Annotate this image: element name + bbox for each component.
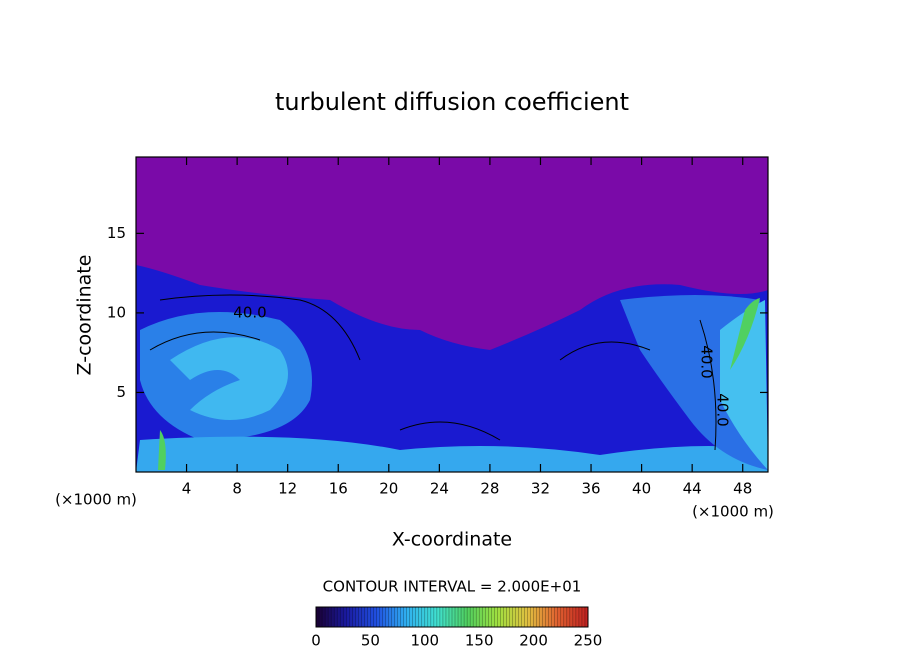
plot-frame: [135, 156, 769, 473]
contour-label: 40.0: [698, 345, 716, 378]
field: [136, 265, 768, 472]
x-tick-label: 4: [182, 480, 192, 498]
x-tick-label: 24: [430, 480, 449, 498]
y-tick-label: 5: [116, 383, 126, 401]
contour-label: 40.0: [714, 393, 732, 426]
y-axis-label: Z-coordinate: [74, 255, 96, 376]
x-tick-label: 40: [632, 480, 651, 498]
x-tick-label: 36: [581, 480, 600, 498]
contour-interval: CONTOUR INTERVAL = 2.000E+01: [323, 578, 582, 596]
colorbar-tick-label: 250: [574, 632, 603, 650]
x-tick-label: 20: [379, 480, 398, 498]
field-region: [170, 337, 288, 420]
contour-label: 40.0: [233, 304, 266, 322]
x-axis-label: X-coordinate: [392, 529, 512, 551]
field-region: [136, 436, 768, 472]
y-tick-label: 10: [107, 303, 126, 321]
x-tick-label: 44: [683, 480, 702, 498]
x-tick-label: 16: [329, 480, 348, 498]
chart-title: turbulent diffusion coefficient: [275, 88, 629, 116]
field-region: [730, 298, 760, 370]
colorbar-tick-label: 0: [311, 632, 321, 650]
y-unit: (×1000 m): [692, 503, 774, 521]
x-tick-label: 32: [531, 480, 550, 498]
colorbar-tick-label: 100: [410, 632, 439, 650]
x-tick-label: 8: [232, 480, 242, 498]
x-tick-label: 12: [278, 480, 297, 498]
y-tick-label: 15: [107, 224, 126, 242]
x-tick-label: 48: [733, 480, 752, 498]
field-region: [158, 430, 166, 470]
contour-line: [149, 294, 717, 451]
field-region: [136, 265, 768, 472]
colorbar-tick-label: 150: [465, 632, 494, 650]
field-region: [720, 300, 768, 470]
x-unit: (×1000 m): [55, 491, 137, 509]
x-tick-label: 28: [480, 480, 499, 498]
colorbar-tick-label: 200: [519, 632, 548, 650]
colorbar-tick-label: 50: [361, 632, 380, 650]
